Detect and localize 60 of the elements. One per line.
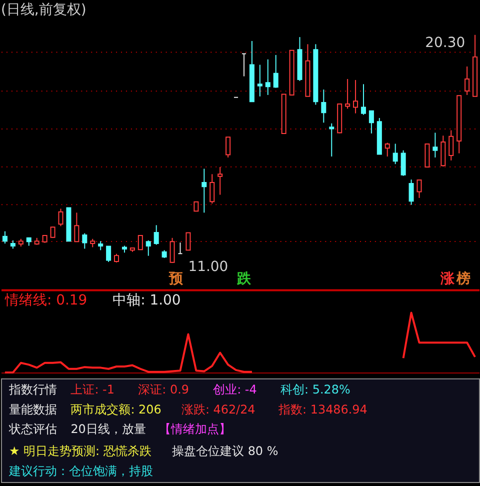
candlestick bbox=[106, 246, 112, 262]
candlestick bbox=[138, 234, 143, 250]
text: 涨 bbox=[439, 270, 456, 287]
text: 两市成交额: 206 bbox=[70, 402, 162, 416]
candlestick bbox=[146, 240, 151, 256]
candlestick bbox=[408, 179, 414, 206]
text: 【情绪加点】 bbox=[159, 422, 232, 436]
candlestick bbox=[170, 237, 175, 264]
text: 跌 bbox=[236, 270, 252, 287]
candlestick bbox=[353, 79, 358, 114]
candlestick bbox=[82, 232, 88, 250]
text: 上证: -1 bbox=[70, 382, 114, 396]
text: 量能数据 bbox=[8, 402, 57, 416]
candlestick bbox=[2, 230, 8, 244]
candlestick bbox=[392, 143, 398, 165]
chart-title: 情绪线: 0.19 bbox=[4, 292, 88, 309]
chart-title: (日线,前复权) bbox=[0, 2, 86, 18]
candlestick bbox=[424, 143, 430, 168]
text: 中轴: 1.00 bbox=[112, 292, 181, 309]
candlestick bbox=[368, 110, 374, 134]
candlestick bbox=[210, 174, 215, 204]
candlestick bbox=[416, 180, 422, 198]
candlestick bbox=[432, 132, 438, 158]
candlestick bbox=[273, 54, 278, 88]
text: 深证: 0.9 bbox=[138, 382, 189, 396]
candlestick bbox=[400, 150, 406, 176]
text: ★ 明日走势预测: 恐慌杀跌 bbox=[8, 444, 152, 458]
text: 涨跌: 462/24 bbox=[181, 402, 256, 416]
text: 20日线，放量 bbox=[70, 422, 146, 436]
candlestick bbox=[257, 64, 262, 97]
candlestick bbox=[448, 130, 454, 161]
annotation: 20.30 bbox=[425, 34, 466, 51]
text: 指数: 13486.94 bbox=[278, 402, 368, 416]
candlestick bbox=[265, 58, 270, 96]
candlestick bbox=[154, 224, 159, 246]
text: 操盘仓位建议 80 % bbox=[172, 444, 278, 458]
text: 榜 bbox=[456, 270, 471, 287]
text: 指数行情 bbox=[8, 382, 57, 396]
candlestick bbox=[218, 166, 223, 196]
candlestick bbox=[50, 226, 56, 238]
text: 预 bbox=[168, 270, 184, 287]
candlestick bbox=[74, 212, 80, 242]
candlestick bbox=[384, 142, 390, 157]
text: 状态评估 bbox=[8, 422, 57, 436]
candlestick bbox=[464, 66, 470, 96]
candlestick bbox=[226, 136, 231, 158]
candlestick bbox=[98, 240, 104, 251]
candlestick bbox=[186, 232, 191, 251]
candlestick bbox=[345, 78, 350, 110]
candlestick bbox=[58, 208, 64, 227]
candlestick bbox=[360, 84, 366, 116]
text: 建议行动：仓位饱满，持股 bbox=[8, 464, 153, 478]
candlestick bbox=[321, 89, 326, 124]
candlestick bbox=[202, 168, 207, 214]
candlestick bbox=[194, 201, 199, 212]
candlestick bbox=[440, 135, 446, 168]
annotation: 11.00 bbox=[188, 258, 228, 275]
candlestick bbox=[329, 122, 334, 157]
text: 科创: 5.28% bbox=[280, 382, 350, 396]
text: 创业: -4 bbox=[213, 382, 257, 396]
